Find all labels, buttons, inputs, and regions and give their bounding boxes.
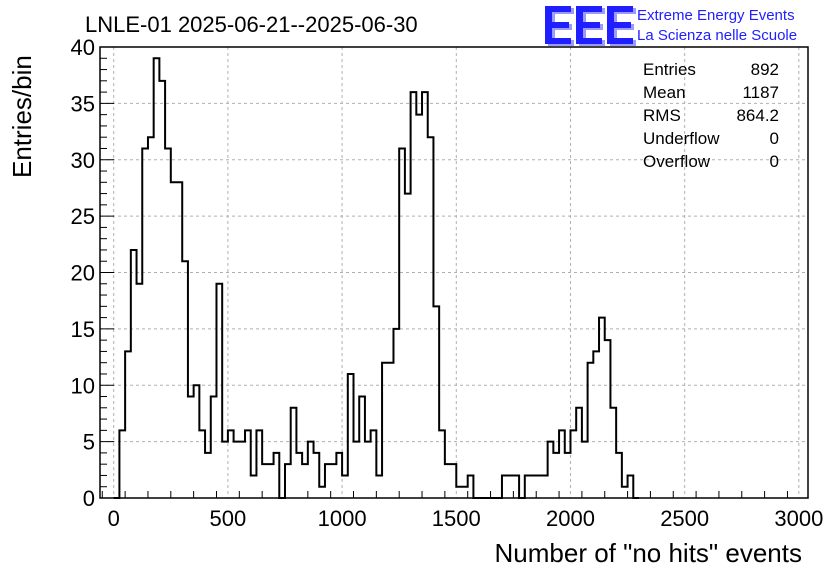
logo-line-2: La Scienza nelle Scuole	[637, 27, 797, 44]
y-tick-label: 25	[71, 204, 95, 229]
x-tick-label: 0	[108, 506, 120, 531]
y-tick-label: 10	[71, 373, 95, 398]
x-tick-label: 1000	[318, 506, 367, 531]
x-tick-label: 3000	[774, 506, 823, 531]
stats-label: Underflow	[643, 129, 720, 148]
y-tick-label: 40	[71, 35, 95, 60]
y-tick-label: 0	[83, 486, 95, 511]
x-tick-labels: 0 500 1000 1500 2000 2500 3000	[108, 506, 824, 531]
x-tick-label: 2500	[660, 506, 709, 531]
y-axis-label: Entries/bin	[7, 55, 37, 178]
stats-label: Entries	[643, 60, 696, 79]
x-tick-label: 500	[210, 506, 247, 531]
stats-value: 892	[751, 60, 779, 79]
chart-title: LNLE-01 2025-06-21--2025-06-30	[85, 12, 418, 37]
y-tick-label: 5	[83, 430, 95, 455]
histogram-series	[113, 57, 639, 499]
y-tick-labels: 0 5 10 15 20 25 30 35 40	[71, 35, 95, 511]
x-axis-label: Number of "no hits" events	[495, 538, 803, 568]
eee-logo-mark	[545, 6, 636, 46]
stats-label: Mean	[643, 83, 686, 102]
stats-label: RMS	[643, 106, 681, 125]
eee-logo: Extreme Energy Events La Scienza nelle S…	[545, 6, 797, 46]
stats-value: 0	[770, 152, 779, 171]
logo-line-1: Extreme Energy Events	[637, 7, 795, 24]
stats-box: Entries 892 Mean 1187 RMS 864.2 Underflow 0 Over…	[643, 60, 779, 171]
stats-value: 1187	[742, 83, 779, 102]
y-tick-label: 20	[71, 261, 95, 286]
y-tick-label: 15	[71, 317, 95, 342]
stats-value: 0	[770, 129, 779, 148]
x-tick-label: 2000	[546, 506, 595, 531]
y-tick-label: 30	[71, 148, 95, 173]
x-tick-label: 1500	[432, 506, 481, 531]
stats-value: 864.2	[736, 106, 779, 125]
stats-label: Overflow	[643, 152, 711, 171]
y-tick-label: 35	[71, 91, 95, 116]
axis-ticks	[100, 46, 788, 499]
